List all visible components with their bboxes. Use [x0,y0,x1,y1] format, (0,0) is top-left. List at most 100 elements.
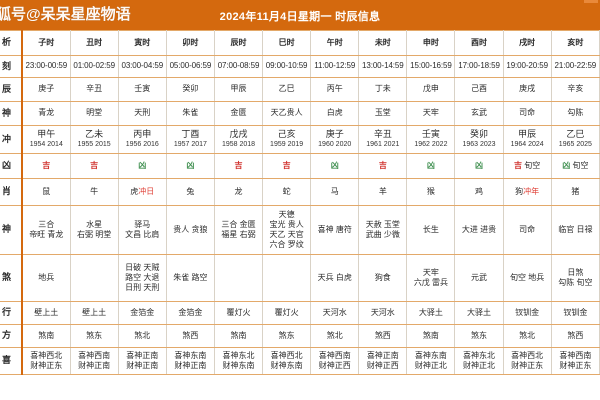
cell-shichen-ganzhi: 戊申 [406,77,456,102]
cell-shengxiao: 羊 [358,178,408,206]
cell-shafang: 煞南 [213,324,264,348]
cell-xiongsha [69,254,119,302]
column-header-寅时: 寅时 [117,30,167,56]
cell-shike: 15:00-16:59 [406,55,456,78]
page-title: 2024年11月4日星期一 时辰信息 [219,11,381,23]
cell-chongsha: 庚子 1960 2020 [310,125,360,154]
zodiac-animal: 蛇 [282,186,291,196]
cell-xiongsha: 日破 天贼 路空 大退 日刑 天刑 [117,254,167,302]
zodiac-animal: 猴 [426,186,435,196]
row-label: 方 [0,324,23,348]
row-label: 神 [0,101,23,126]
cell-xiongsha: 日煞 勾陈 旬空 [550,254,600,302]
cell-guishen: 司命 [502,101,552,126]
column-header-亥时: 亥时 [550,30,600,56]
column-header-卯时: 卯时 [165,30,215,56]
cell-xiongsha: 天牢 六戊 雷兵 [406,254,456,302]
jixiong-mark: 凶 [426,160,435,170]
cell-chongsha: 甲辰 1964 2024 [502,125,552,154]
cell-jishen: 长生 [406,205,456,255]
cell-xiongsha [213,254,264,302]
cell-shichen-ganzhi: 己酉 [454,77,504,102]
cell-wuxing: 大驿土 [406,301,456,325]
zodiac-animal: 鼠 [42,186,51,196]
xunkong-note: 旬空 [572,160,589,170]
cell-guishen: 朱雀 [165,101,215,126]
cell-wuxing: 覆灯火 [213,301,264,325]
column-header-丑时: 丑时 [69,30,119,56]
cell-wuxing: 壁上土 [21,301,71,325]
row-label: 凶 [0,153,23,179]
cell-shichen-ganzhi: 辛丑 [69,77,119,102]
cell-jixiong: 吉 [69,153,119,179]
column-header-午时: 午时 [310,30,360,56]
cell-chongsha: 己亥 1959 2019 [262,125,312,154]
cell-chongsha: 壬寅 1962 2022 [406,125,456,154]
cell-shichen-ganzhi: 甲辰 [213,77,264,102]
cell-shengxiao: 蛇 [262,178,312,206]
cell-xicaishen: 喜神东南 财神正北 [406,347,456,375]
cell-xicaishen: 喜神正南 财神正南 [117,347,167,375]
cell-shafang: 煞北 [310,324,360,348]
cell-jixiong: 凶 [165,153,215,179]
cell-xiongsha [262,254,312,302]
cell-xiongsha: 元武 [454,254,504,302]
cell-guishen: 青龙 [21,101,71,126]
cell-shike: 13:00-14:59 [358,55,408,78]
cell-shichen-ganzhi: 乙巳 [262,77,312,102]
zodiac-animal: 狗 [515,186,524,196]
jixiong-mark: 凶 [475,160,484,170]
cell-xiongsha: 朱雀 路空 [165,254,215,302]
cell-jixiong: 凶 [454,153,504,179]
cell-jixiong: 凶 [310,153,360,179]
cell-shike: 19:00-20:59 [502,55,552,78]
cell-guishen: 勾陈 [550,101,600,126]
zodiac-animal: 兔 [186,186,195,196]
jixiong-mark: 吉 [514,160,523,170]
cell-shike: 09:00-10:59 [262,55,312,78]
cell-jixiong: 吉 [21,153,71,179]
table-row-header: 析子时 丑时 寅时 卯时 辰时 巳时 午时 未时 申时 酉时 戌时 亥时 [0,30,600,56]
cell-chongsha: 癸卯 1963 2023 [454,125,504,154]
watermark-text: 狐号@呆呆星座物语 [0,6,131,23]
cell-jishen: 喜神 唐符 [310,205,360,255]
cell-shengxiao: 狗冲年 [502,178,552,206]
clash-note: 冲日 [138,186,155,196]
cell-jixiong: 吉 [213,153,264,179]
cell-chongsha: 丁酉 1957 2017 [165,125,215,154]
row-label: 析 [0,30,23,56]
column-header-未时: 未时 [358,30,408,56]
row-label: 刻 [0,55,23,78]
row-label: 肖 [0,178,23,206]
cell-chongsha: 乙未 1955 2015 [69,125,119,154]
jixiong-mark: 凶 [562,160,571,170]
column-header-辰时: 辰时 [213,30,264,56]
cell-shike: 11:00-12:59 [310,55,360,78]
cell-xicaishen: 喜神东南 财神正南 [165,347,215,375]
row-label: 辰 [0,77,23,102]
table-row-guishen: 神青龙 明堂 天刑 朱雀 金匮 天乙贵人 白虎 玉堂 天牢 玄武 司命 勾陈 [0,101,600,126]
cell-shike: 01:00-02:59 [69,55,119,78]
cell-chongsha: 丙申 1956 2016 [117,125,167,154]
cell-guishen: 天刑 [117,101,167,126]
table-row-chongsha: 冲甲午 1954 2014 乙未 1955 2015 丙申 1956 2016 丁酉 1957… [0,125,600,154]
zodiac-animal: 牛 [90,186,99,196]
cell-wuxing: 金箔金 [117,301,167,325]
cell-shike: 23:00-00:59 [21,55,71,78]
cell-guishen: 玉堂 [358,101,408,126]
cell-guishen: 金匮 [213,101,264,126]
row-label: 神 [0,205,23,255]
cell-shafang: 煞北 [117,324,167,348]
cell-chongsha: 甲午 1954 2014 [21,125,71,154]
column-header-申时: 申时 [406,30,456,56]
row-label: 冲 [0,125,23,154]
table-body: 析子时 丑时 寅时 卯时 辰时 巳时 午时 未时 申时 酉时 戌时 亥时 刻 23:00-00:59 01… [0,30,600,375]
cell-shichen-ganzhi: 丙午 [310,77,360,102]
cell-xicaishen: 喜神西北 财神正东 [21,347,71,375]
cell-xiongsha: 旬空 地兵 [502,254,552,302]
cell-shengxiao: 兔 [165,178,215,206]
cell-chongsha: 乙巳 1965 2025 [550,125,600,154]
cell-shafang: 煞南 [406,324,456,348]
row-label: 行 [0,301,23,325]
